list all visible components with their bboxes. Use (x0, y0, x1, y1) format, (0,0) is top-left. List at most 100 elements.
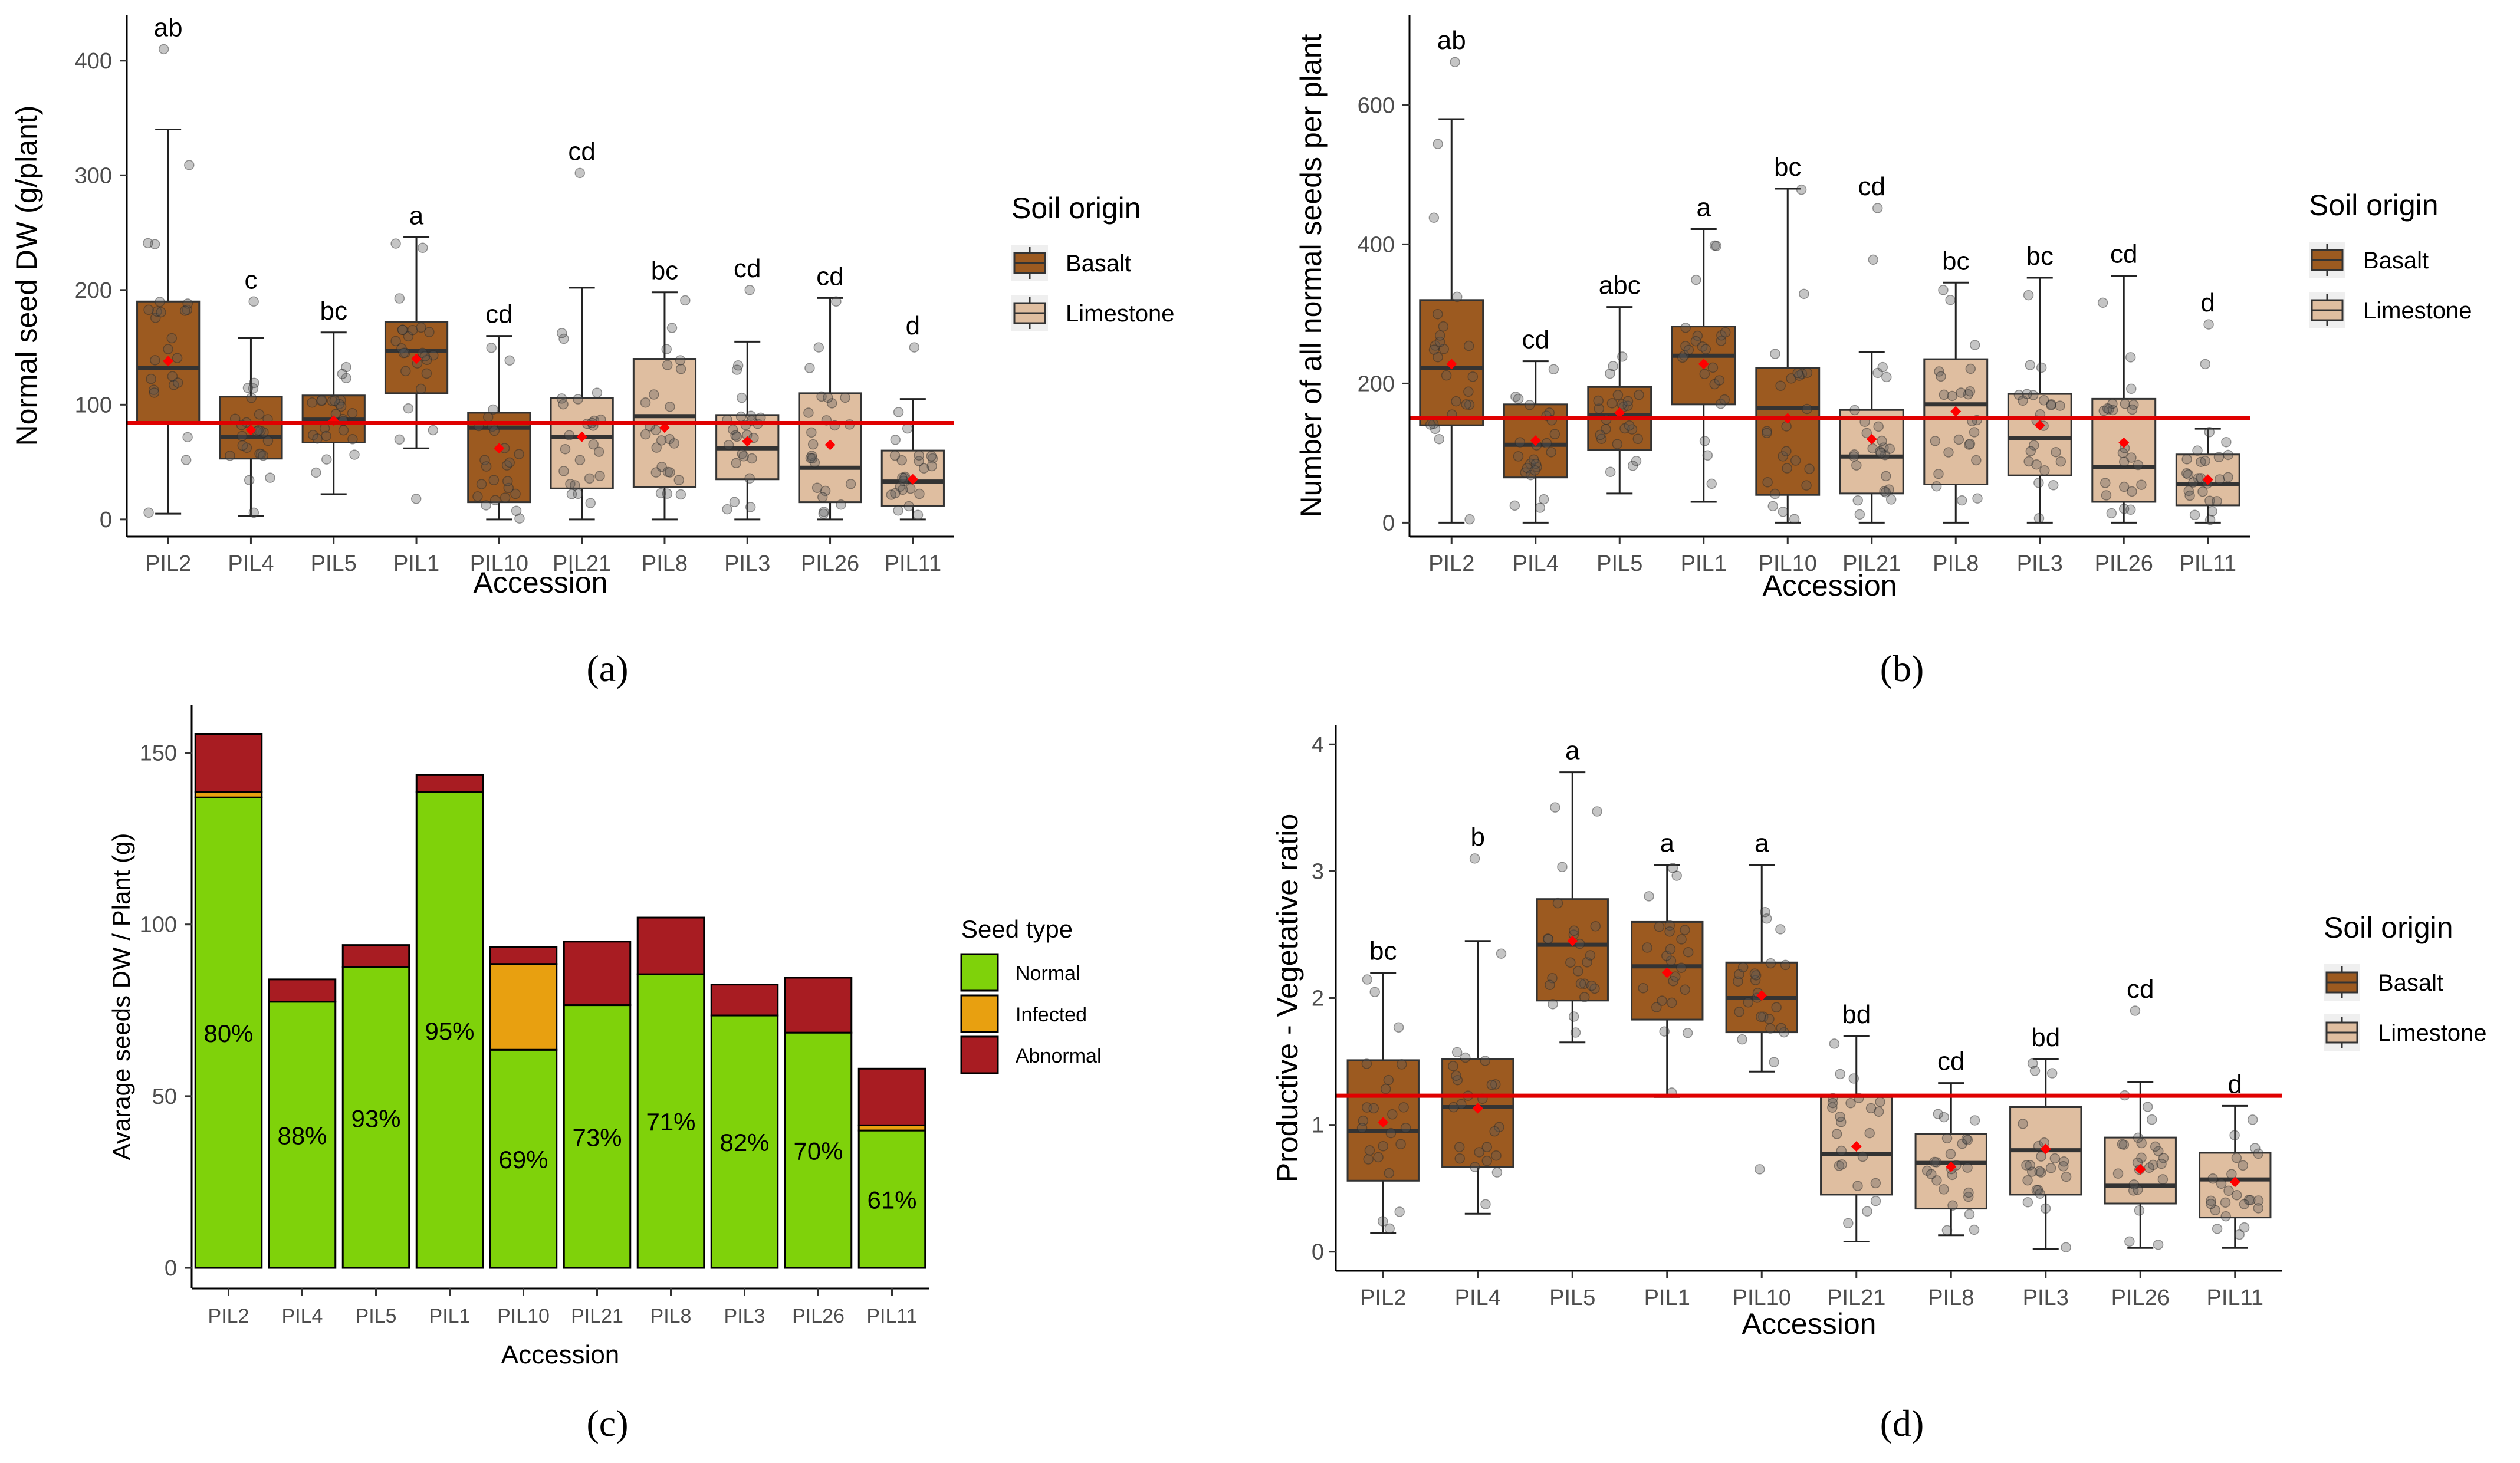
data-point (2031, 1185, 2042, 1195)
significance-letter: abc (1599, 271, 1641, 300)
bar-segment-normal (636, 973, 705, 1269)
data-point (1934, 366, 1944, 377)
data-point (1734, 969, 1744, 979)
data-point (886, 489, 897, 500)
outlier-point (1872, 203, 1883, 213)
data-point (1962, 1135, 1973, 1146)
data-point (1361, 1058, 1372, 1069)
data-point (2250, 1143, 2261, 1153)
data-point (1880, 487, 1891, 498)
bar-segment-abnormal (489, 946, 558, 965)
data-point (1570, 1027, 1581, 1038)
data-point (805, 453, 816, 463)
data-point (172, 353, 183, 363)
data-point (2118, 456, 2130, 467)
data-point (1619, 423, 1630, 434)
data-point (927, 453, 938, 464)
data-point (1461, 399, 1471, 410)
data-point (1865, 1103, 1877, 1114)
data-point (308, 429, 318, 440)
data-point (1884, 484, 1894, 495)
data-point (2119, 481, 2130, 492)
significance-letter: d (2201, 288, 2215, 317)
data-point (400, 366, 411, 377)
data-point (1969, 427, 1980, 438)
data-point (573, 488, 583, 499)
data-point (807, 453, 818, 464)
data-point (327, 396, 338, 406)
data-point (1971, 455, 1982, 466)
outlier-point (2203, 319, 2214, 330)
data-point (150, 355, 160, 366)
box-PIL1: a (1671, 193, 1736, 503)
data-point (1769, 1057, 1779, 1067)
data-point (558, 399, 569, 410)
legend-label: Basalt (2363, 248, 2429, 274)
data-point (2207, 1173, 2218, 1184)
data-point (1970, 340, 1980, 350)
data-point (1530, 458, 1542, 469)
x-tick-label: PIL8 (642, 551, 688, 576)
data-point (2226, 1169, 2237, 1179)
data-point (1769, 488, 1780, 499)
x-tick-label: PIL2 (208, 1305, 249, 1327)
x-tick-label: PIL3 (2023, 1286, 2069, 1310)
significance-letter: a (1565, 737, 1580, 765)
x-axis-title: Accession (1763, 569, 1897, 602)
data-point (1454, 1142, 1465, 1152)
data-point (2038, 395, 2049, 406)
data-point (182, 304, 192, 315)
data-point (321, 430, 331, 442)
bar-segment-abnormal (194, 733, 263, 793)
data-point (1848, 451, 1859, 462)
data-point (1765, 1023, 1776, 1034)
data-point (1430, 340, 1441, 351)
data-point (1776, 1023, 1786, 1033)
data-point (1642, 942, 1652, 953)
significance-letter: ab (1437, 26, 1466, 55)
data-point (1525, 469, 1536, 481)
data-point (262, 435, 274, 446)
data-point (488, 475, 500, 485)
significance-letter: bc (1774, 153, 1801, 182)
data-point (1885, 494, 1897, 505)
data-point (1361, 1102, 1372, 1113)
significance-letter: a (1755, 829, 1769, 858)
data-point (1852, 1181, 1863, 1191)
data-point (1545, 979, 1555, 991)
data-point (1509, 500, 1520, 511)
data-point (2018, 1119, 2028, 1129)
data-point (1433, 139, 1443, 149)
box-PIL8: cd (1914, 1047, 1987, 1237)
x-tick-label: PIL10 (470, 551, 528, 576)
data-point (2127, 404, 2138, 415)
y-tick-label: 50 (152, 1084, 177, 1109)
data-point (172, 377, 183, 388)
data-point (1547, 972, 1558, 984)
data-point (2055, 456, 2066, 467)
mean-marker (1567, 935, 1578, 946)
data-point (1849, 449, 1860, 460)
data-point (1434, 336, 1445, 347)
mean-marker (163, 356, 174, 367)
data-point (1522, 462, 1533, 474)
outlier-point (410, 494, 422, 504)
data-point (826, 398, 837, 409)
data-point (421, 368, 432, 379)
data-point (2239, 1199, 2250, 1209)
data-point (2189, 509, 2200, 521)
data-point (2210, 1205, 2221, 1216)
data-point (1936, 371, 1946, 382)
data-point (1550, 802, 1560, 813)
data-point (2223, 1185, 2234, 1196)
data-point (2046, 399, 2056, 410)
data-point (1921, 1165, 1933, 1176)
data-point (1451, 1070, 1461, 1081)
y-tick-label: 150 (140, 741, 177, 766)
significance-letter: a (1660, 829, 1675, 858)
data-point (2022, 389, 2032, 399)
significance-letter: bc (651, 257, 678, 285)
data-point (1789, 514, 1800, 524)
data-point (1965, 363, 1976, 374)
data-point (2183, 469, 2194, 480)
